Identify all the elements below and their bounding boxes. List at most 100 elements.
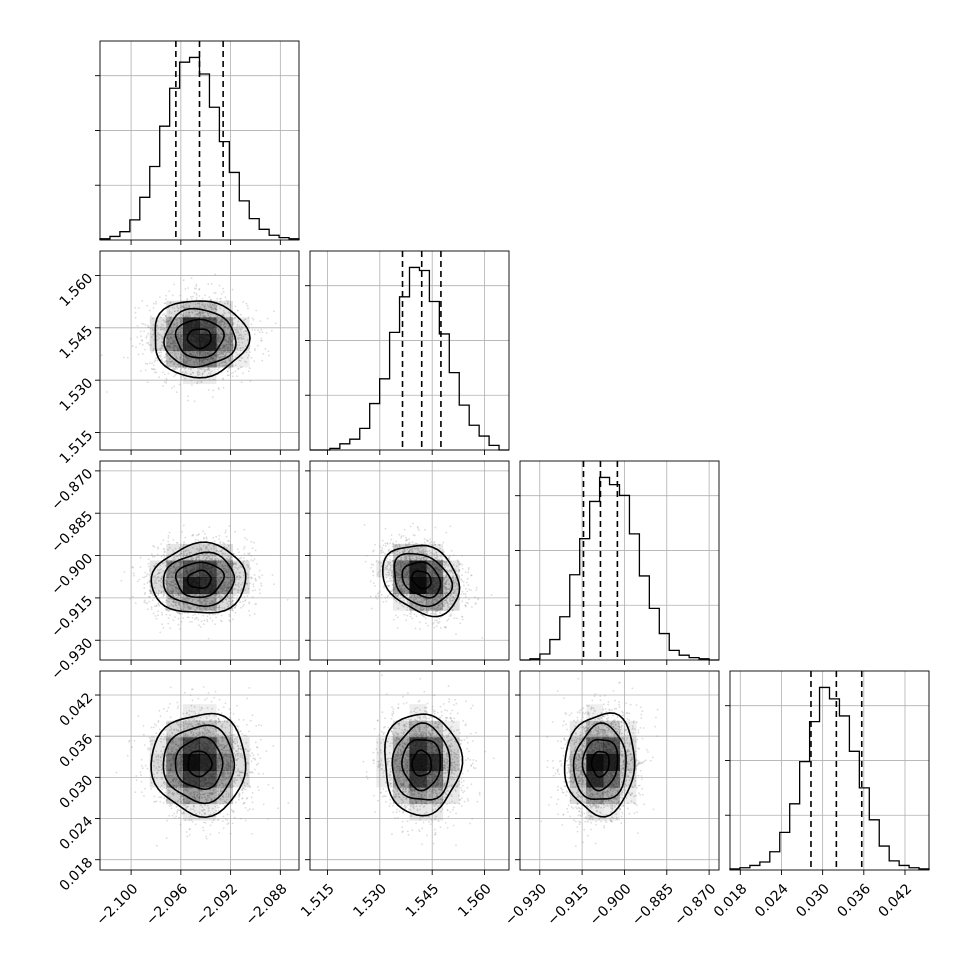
panel-3-1-point-686 bbox=[144, 571, 147, 574]
panel-2-1-point-1513 bbox=[141, 353, 144, 355]
panel-3-1-point-1732 bbox=[206, 615, 209, 618]
panel-2-1-point-116 bbox=[219, 307, 222, 310]
panel-3-1-point-582 bbox=[143, 587, 146, 589]
panel-3-1-point-1289 bbox=[153, 596, 156, 599]
panel-2-1-point-99 bbox=[209, 299, 212, 302]
panel-3-1-point-159 bbox=[215, 535, 218, 538]
panel-3-1-point-1483 bbox=[255, 603, 258, 605]
panel-2-1-point-233 bbox=[140, 335, 142, 338]
panel-3-1-point-191 bbox=[167, 622, 170, 625]
panel-2-1-point-288 bbox=[141, 343, 144, 346]
hist-panel-3-histogram bbox=[520, 476, 719, 661]
panel-3-2-point-271 bbox=[475, 589, 478, 591]
panel-3-1-point-1526 bbox=[250, 577, 253, 580]
panel-2-1-point-1066 bbox=[146, 381, 149, 383]
panel-2-1-point-517 bbox=[182, 279, 185, 282]
panel-2-1-point-82 bbox=[229, 316, 232, 318]
panel-3-1-point-1709 bbox=[174, 616, 176, 618]
panel-2-1-point-4 bbox=[220, 362, 222, 364]
panel-3-1-point-2016 bbox=[197, 539, 199, 542]
panel-3-1-point-1987 bbox=[234, 605, 237, 608]
panel-2-1-point-2100 bbox=[127, 356, 129, 359]
panel-3-1-point-2086 bbox=[247, 552, 250, 555]
panel-3-1-point-2052 bbox=[271, 574, 274, 576]
panel-3-2-point-377 bbox=[405, 536, 407, 539]
panel-2-1-point-61 bbox=[173, 361, 175, 364]
panel-3-1-point-1931 bbox=[234, 530, 237, 533]
panel-3-2-point-251 bbox=[418, 529, 420, 532]
panel-3-1-point-1206 bbox=[167, 617, 170, 619]
panel-2-1-point-988 bbox=[216, 297, 219, 300]
panel-2-1-point-362 bbox=[187, 287, 189, 289]
panel-2-1-point-436 bbox=[155, 300, 157, 303]
panel-2-1-point-986 bbox=[264, 348, 267, 350]
panel-3-1-point-1720 bbox=[206, 618, 208, 621]
panel-3-1-point-1338 bbox=[251, 596, 254, 598]
panel-3-2-point-269 bbox=[439, 612, 441, 615]
panel-3-2-point-118 bbox=[365, 554, 368, 557]
panel-3-1-point-965 bbox=[139, 566, 142, 568]
panel-2-1-point-36 bbox=[141, 300, 144, 302]
panel-2-1-point-1933 bbox=[195, 296, 198, 299]
panel-3-1-point-2137 bbox=[163, 551, 166, 553]
panel-2-1-point-88 bbox=[170, 312, 173, 314]
panel-2-1-point-126 bbox=[141, 339, 144, 342]
panel-3-1-point-2032 bbox=[146, 573, 149, 576]
panel-3-1-point-922 bbox=[172, 619, 175, 621]
hist-panel-3-frame bbox=[519, 460, 720, 661]
panel-2-1-cell-3-4 bbox=[149, 317, 167, 335]
panel-3-1-point-387 bbox=[193, 618, 196, 621]
panel-2-1-point-25 bbox=[148, 343, 150, 346]
panel-2-1-point-666 bbox=[253, 360, 256, 362]
panel-2-1-point-1710 bbox=[184, 288, 187, 290]
panel-3-1-point-1043 bbox=[218, 534, 221, 537]
panel-2-1-point-1824 bbox=[151, 368, 154, 371]
panel-3-1-point-845 bbox=[220, 614, 223, 617]
panel-3-1-point-555 bbox=[243, 596, 246, 598]
panel-2-1-point-1471 bbox=[255, 309, 258, 312]
panel-2-1-point-98 bbox=[242, 372, 244, 375]
panel-3-2-point-12 bbox=[453, 617, 456, 620]
panel-3-1-point-678 bbox=[232, 618, 234, 621]
panel-2-1-point-983 bbox=[220, 293, 223, 295]
panel-2-1-point-1502 bbox=[217, 387, 220, 389]
panel-3-1-point-1267 bbox=[139, 556, 142, 559]
panel-3-1-point-1560 bbox=[160, 543, 162, 545]
panel-2-1-point-1467 bbox=[106, 391, 108, 393]
panel-3-1-point-1095 bbox=[157, 546, 159, 549]
panel-2-1-point-1397 bbox=[237, 309, 239, 312]
panel-2-1-point-1977 bbox=[192, 295, 194, 298]
panel-2-1-point-1953 bbox=[260, 328, 263, 331]
panel-2-1-point-44 bbox=[147, 324, 149, 327]
panel-3-1-point-77 bbox=[252, 585, 255, 588]
panel-2-1-point-2011 bbox=[148, 362, 151, 365]
panel-2-1-point-114 bbox=[147, 332, 150, 335]
panel-3-1-point-1215 bbox=[148, 565, 150, 568]
panel-2-1-point-923 bbox=[260, 339, 262, 342]
panel-2-1-point-1295 bbox=[158, 376, 161, 379]
panel-3-1-point-123 bbox=[243, 528, 246, 531]
panel-2-1-point-121 bbox=[229, 351, 231, 354]
panel-2-1-point-1280 bbox=[232, 371, 235, 374]
panel-2-1-point-62 bbox=[181, 319, 183, 322]
panel-3-1-point-254 bbox=[260, 582, 262, 585]
panel-2-1-point-125 bbox=[239, 359, 242, 362]
panel-3-1-point-1222 bbox=[215, 616, 217, 619]
panel-2-1-point-102 bbox=[188, 364, 191, 366]
panel-2-1-point-1262 bbox=[152, 307, 155, 309]
panel-2-1-point-1609 bbox=[135, 346, 137, 348]
panel-3-1-point-1845 bbox=[197, 612, 200, 615]
panel-2-1-point-130 bbox=[219, 356, 222, 358]
panel-3-1-point-1245 bbox=[204, 532, 206, 535]
panel-2-1-point-173 bbox=[211, 357, 214, 360]
panel-2-1-point-81 bbox=[204, 352, 207, 354]
panel-2-1-point-74 bbox=[229, 357, 232, 359]
panel-2-1-point-971 bbox=[150, 351, 153, 353]
panel-3-1-point-2133 bbox=[180, 620, 183, 623]
panel-3-1-point-1430 bbox=[169, 627, 172, 630]
panel-2-1-point-1503 bbox=[152, 302, 155, 305]
panel-2-1-point-218 bbox=[195, 285, 198, 288]
panel-2-1-point-162 bbox=[184, 355, 187, 358]
panel-3-1-point-1831 bbox=[228, 540, 231, 543]
panel-3-1-point-450 bbox=[165, 613, 168, 616]
